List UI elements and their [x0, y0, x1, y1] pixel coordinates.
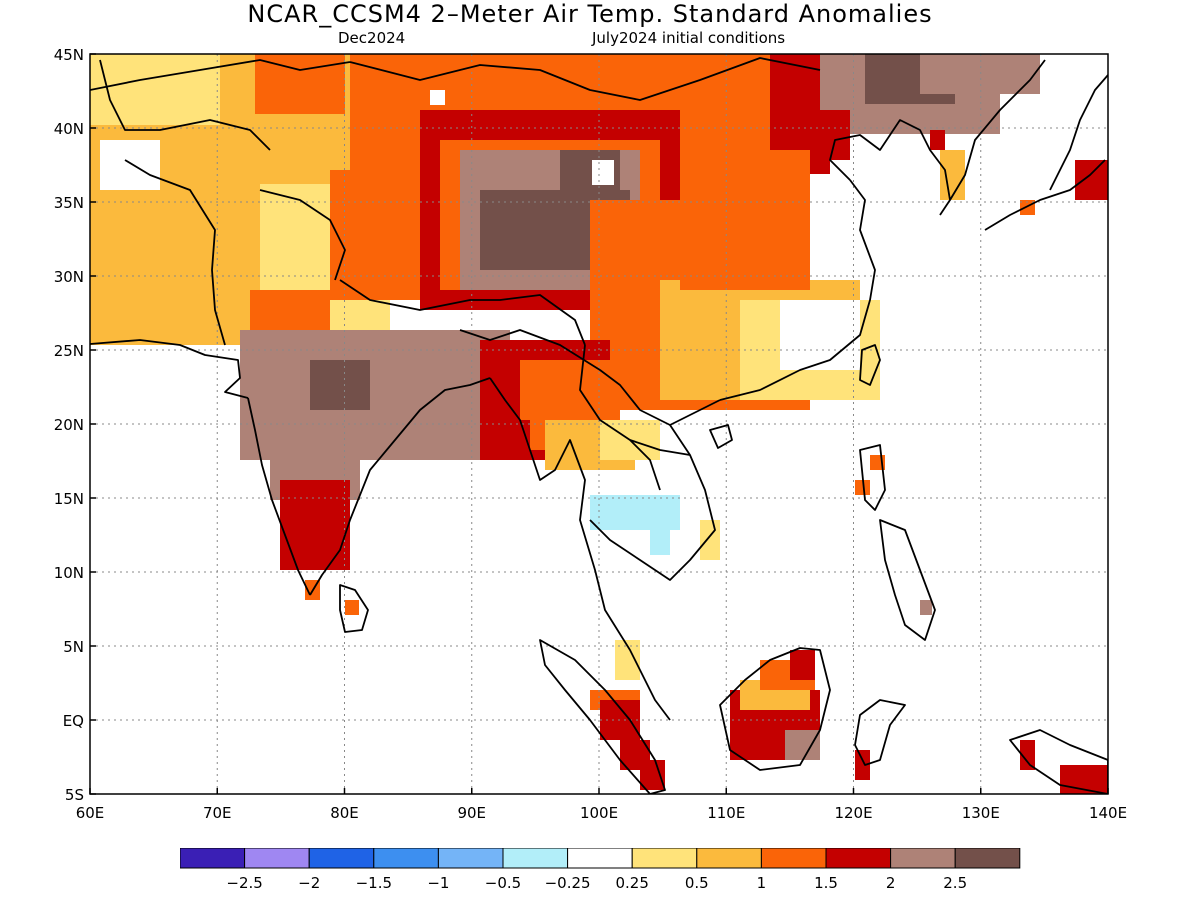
colorbar-label: −0.5	[485, 874, 521, 892]
init-conditions-label: July2024 initial conditions	[592, 29, 786, 47]
anomaly-cell	[790, 650, 815, 680]
colorbar-box	[760, 848, 827, 869]
map-area	[90, 54, 1108, 794]
colorbar-box	[567, 848, 633, 869]
x-tick-label: 130E	[962, 804, 1000, 822]
anomaly-shading	[90, 54, 1108, 794]
colorbar-box	[308, 848, 375, 869]
anomaly-cell	[700, 520, 720, 560]
valid-date-label: Dec2024	[338, 29, 406, 47]
x-tick-label: 90E	[457, 804, 486, 822]
map-title: NCAR_CCSM4 2–Meter Air Temp. Standard An…	[247, 0, 933, 28]
anomaly-cell	[920, 600, 932, 615]
anomaly-cell	[1000, 60, 1040, 85]
anomaly-cell	[100, 140, 160, 190]
y-tick-label: 10N	[54, 564, 84, 582]
colorbar-label: −1.5	[356, 874, 392, 892]
anomaly-cell	[640, 760, 665, 790]
colorbar-box	[825, 848, 892, 869]
anomaly-cell	[592, 160, 614, 185]
y-tick-label: 15N	[54, 490, 84, 508]
colorbar-box	[954, 848, 1021, 869]
graticule	[90, 54, 1108, 794]
anomaly-cell	[785, 730, 820, 760]
latitude-ticks: 45N 40N 35N 30N 25N 20N 15N 10N 5N EQ 5S	[54, 46, 96, 804]
y-tick-label: 20N	[54, 416, 84, 434]
colorbar-label: 2.5	[943, 874, 967, 892]
anomaly-cell	[680, 150, 810, 290]
anomaly-cell	[590, 495, 680, 530]
longitude-ticks: 60E 70E 80E 90E 100E 110E 120E 130E 140E	[76, 788, 1127, 822]
anomaly-cell	[310, 360, 370, 410]
colorbar-box	[373, 848, 439, 869]
x-tick-label: 80E	[330, 804, 359, 822]
anomaly-cell	[1075, 160, 1108, 200]
x-tick-label: 140E	[1089, 804, 1127, 822]
anomaly-cell	[280, 480, 350, 570]
x-tick-label: 100E	[580, 804, 618, 822]
anomaly-cell	[930, 130, 945, 150]
anomaly-cell	[855, 750, 870, 780]
colorbar-labels: −2.5 −2 −1.5 −1 −0.5 −0.25 0.25 0.5 1 1.5 2 2.5	[226, 874, 967, 892]
y-tick-label: 5S	[65, 786, 84, 804]
anomaly-cell	[345, 600, 359, 615]
y-tick-label: EQ	[63, 712, 84, 730]
anomaly-cell	[1020, 740, 1035, 770]
y-tick-label: 30N	[54, 268, 84, 286]
colorbar-box	[890, 848, 956, 869]
anomaly-cell	[940, 150, 965, 200]
colorbar-box	[696, 848, 762, 869]
colorbar-label: −1	[427, 874, 449, 892]
coastlines-and-borders	[90, 57, 1108, 794]
colorbar-label: −0.25	[545, 874, 591, 892]
anomaly-cell	[855, 480, 870, 495]
colorbar-label: 2	[886, 874, 896, 892]
x-tick-label: 60E	[76, 804, 105, 822]
y-tick-label: 45N	[54, 46, 84, 64]
colorbar-box	[244, 848, 310, 869]
colorbar-box	[631, 848, 698, 869]
anomaly-cell	[650, 530, 670, 555]
colorbar: −2.5 −2 −1.5 −1 −0.5 −0.25 0.25 0.5 1 1.5 2 2.5	[180, 848, 1021, 892]
colorbar-label: 1.5	[814, 874, 838, 892]
y-tick-label: 25N	[54, 342, 84, 360]
y-tick-label: 35N	[54, 194, 84, 212]
anomaly-cell	[420, 340, 480, 380]
colorbar-box	[502, 848, 569, 869]
y-tick-label: 5N	[63, 638, 84, 656]
colorbar-box	[180, 848, 246, 869]
colorbar-box	[437, 848, 504, 869]
y-tick-label: 40N	[54, 120, 84, 138]
x-tick-label: 120E	[834, 804, 872, 822]
anomaly-cell	[780, 300, 860, 370]
colorbar-label: −2	[298, 874, 320, 892]
x-tick-label: 70E	[203, 804, 232, 822]
colorbar-label: 0.5	[685, 874, 709, 892]
anomaly-cell	[430, 90, 445, 105]
colorbar-label: 0.25	[615, 874, 648, 892]
x-tick-label: 110E	[707, 804, 745, 822]
anomaly-cell	[255, 54, 345, 114]
colorbar-label: −2.5	[226, 874, 262, 892]
colorbar-label: 1	[757, 874, 767, 892]
colorbar-boxes	[180, 848, 1021, 869]
